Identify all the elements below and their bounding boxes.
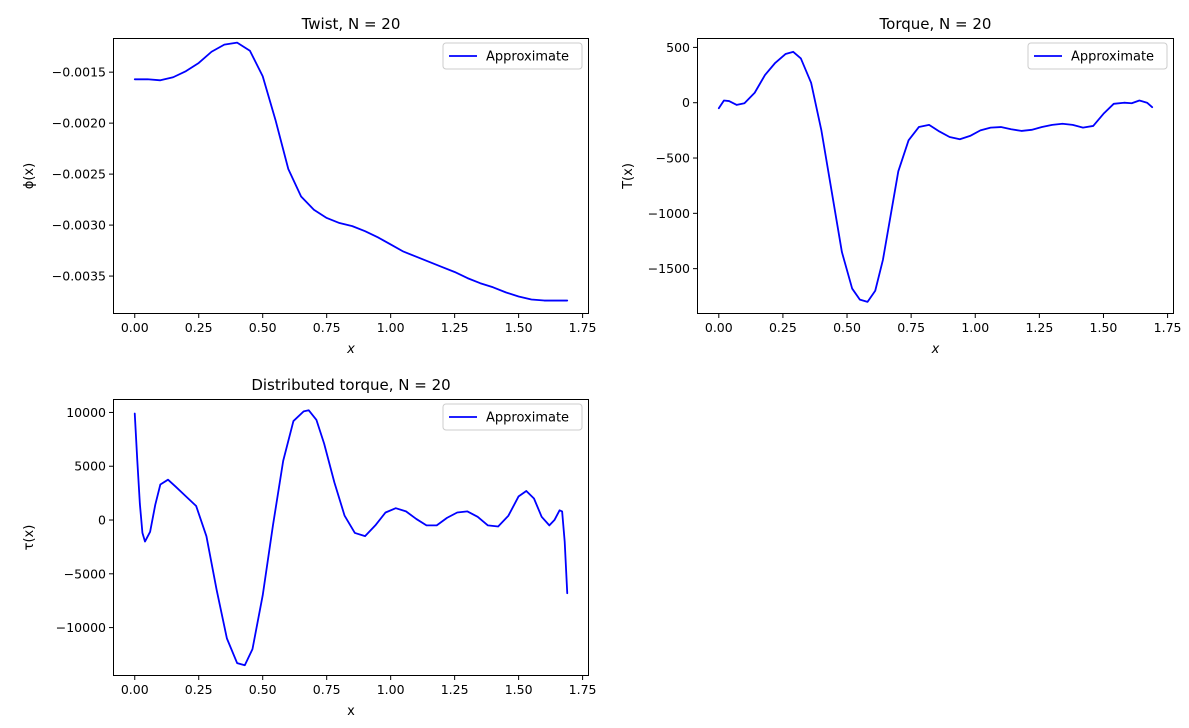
chart-title: Torque, N = 20 bbox=[879, 15, 992, 33]
plot-area bbox=[113, 399, 589, 676]
y-axis-label: T(x) bbox=[621, 163, 636, 190]
x-tick-label: 0.50 bbox=[249, 320, 277, 335]
x-tick-label: 0.75 bbox=[313, 682, 341, 697]
x-tick-label: 1.75 bbox=[569, 682, 597, 697]
y-axis-label: ϕ(x) bbox=[22, 163, 37, 189]
legend-label: Approximate bbox=[486, 50, 569, 65]
x-tick-label: 1.00 bbox=[377, 320, 405, 335]
y-tick-label: 500 bbox=[666, 40, 690, 55]
twist-subplot: 0.00 0.25 0.50 0.75 1.00 1.25 1.50 1.75 −0.0035 −… bbox=[22, 15, 597, 357]
legend-box bbox=[442, 42, 583, 70]
y-tick-label: −0.0025 bbox=[52, 167, 106, 182]
y-tick-label: −10000 bbox=[56, 620, 106, 635]
legend-label: Approximate bbox=[1071, 50, 1154, 65]
series-line-0 bbox=[717, 50, 1154, 303]
x-axis-label: x bbox=[347, 704, 355, 719]
legend-box bbox=[1027, 42, 1168, 70]
y-tick-label: 0 bbox=[98, 513, 106, 528]
x-tick-label: 0.75 bbox=[313, 320, 341, 335]
plot-area bbox=[113, 38, 589, 314]
y-tick-label: 0 bbox=[682, 95, 690, 110]
legend: Approximate bbox=[1027, 42, 1168, 70]
plot-area bbox=[697, 38, 1174, 314]
y-tick-label: −0.0030 bbox=[52, 218, 106, 233]
y-tick-label: 5000 bbox=[74, 459, 106, 474]
axes-frame bbox=[113, 399, 589, 676]
y-tick-label: −0.0035 bbox=[52, 269, 106, 284]
legend-box bbox=[442, 403, 583, 431]
y-axis-label: τ(x) bbox=[22, 525, 37, 551]
x-tick-label: 0.25 bbox=[185, 320, 213, 335]
y-tick-label: −1500 bbox=[648, 261, 690, 276]
x-tick-label: 1.75 bbox=[1154, 320, 1182, 335]
axes-frame bbox=[113, 38, 589, 314]
x-axis-label: x bbox=[346, 342, 355, 357]
y-tick-label: −500 bbox=[656, 151, 690, 166]
legend: Approximate bbox=[442, 42, 583, 70]
legend-label: Approximate bbox=[486, 411, 569, 426]
y-tick-label: −1000 bbox=[648, 206, 690, 221]
legend: Approximate bbox=[442, 403, 583, 431]
chart-title: Twist, N = 20 bbox=[301, 15, 401, 33]
x-tick-label: 0.75 bbox=[897, 320, 925, 335]
x-tick-label: 1.25 bbox=[441, 320, 469, 335]
y-tick-label: −0.0020 bbox=[52, 116, 106, 131]
x-tick-label: 1.50 bbox=[505, 320, 533, 335]
x-tick-label: 0.00 bbox=[121, 320, 149, 335]
x-tick-label: 1.00 bbox=[961, 320, 989, 335]
distributed-torque-subplot: 0.00 0.25 0.50 0.75 1.00 1.25 1.50 1.75 −10000 −5… bbox=[22, 376, 597, 719]
y-tick-label: −0.0015 bbox=[52, 65, 106, 80]
x-tick-label: 0.00 bbox=[121, 682, 149, 697]
torque-subplot: 0.00 0.25 0.50 0.75 1.00 1.25 1.50 1.75 −1500 −10… bbox=[621, 15, 1182, 357]
x-tick-label: 0.25 bbox=[185, 682, 213, 697]
x-tick-label: 1.00 bbox=[377, 682, 405, 697]
chart-title: Distributed torque, N = 20 bbox=[251, 376, 450, 394]
x-tick-label: 1.75 bbox=[569, 320, 597, 335]
axes-frame bbox=[697, 38, 1174, 314]
x-tick-label: 1.50 bbox=[1090, 320, 1118, 335]
series-line-0 bbox=[133, 41, 569, 302]
x-tick-label: 1.25 bbox=[441, 682, 469, 697]
series-line-0 bbox=[133, 409, 569, 667]
x-tick-label: 0.25 bbox=[769, 320, 797, 335]
y-tick-label: −5000 bbox=[64, 566, 106, 581]
x-tick-label: 0.50 bbox=[833, 320, 861, 335]
y-tick-label: 10000 bbox=[66, 405, 106, 420]
x-tick-label: 1.50 bbox=[505, 682, 533, 697]
x-tick-label: 0.50 bbox=[249, 682, 277, 697]
x-axis-label: x bbox=[931, 342, 940, 357]
x-tick-label: 0.00 bbox=[705, 320, 733, 335]
x-tick-label: 1.25 bbox=[1025, 320, 1053, 335]
